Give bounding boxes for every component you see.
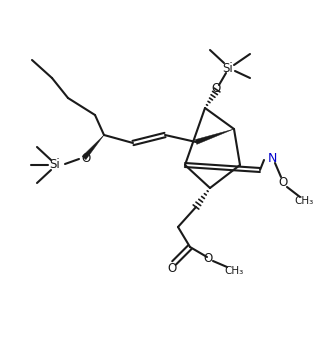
- Text: O: O: [81, 153, 91, 166]
- Text: O: O: [167, 261, 176, 274]
- Text: CH₃: CH₃: [294, 196, 314, 206]
- Polygon shape: [82, 135, 104, 160]
- Text: Si: Si: [223, 62, 234, 75]
- Text: O: O: [278, 176, 288, 189]
- Text: CH₃: CH₃: [224, 266, 244, 276]
- Text: Si: Si: [50, 159, 60, 172]
- Text: O: O: [203, 252, 213, 265]
- Text: N: N: [267, 153, 277, 166]
- Text: O: O: [211, 83, 221, 96]
- Polygon shape: [195, 129, 234, 144]
